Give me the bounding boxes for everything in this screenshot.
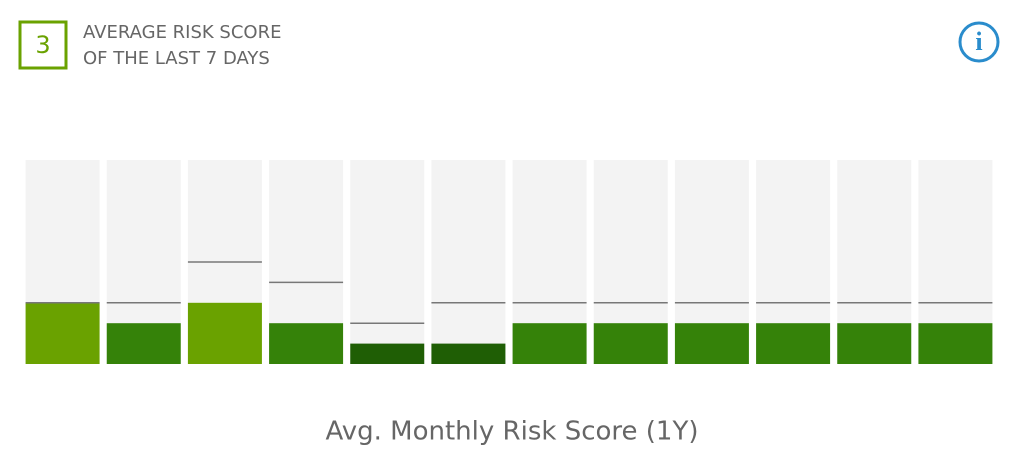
bar — [674, 323, 749, 364]
info-circle[interactable] — [958, 21, 1000, 63]
bar — [431, 343, 506, 364]
info-glyph[interactable]: i — [975, 27, 982, 56]
score-value: 3 — [35, 31, 50, 59]
bar — [269, 323, 344, 364]
bar — [756, 323, 831, 364]
title-line: OF THE LAST 7 DAYS — [83, 48, 270, 69]
bar — [837, 323, 912, 364]
bar — [350, 343, 425, 364]
bar — [106, 323, 181, 364]
title-line: AVERAGE RISK SCORE — [83, 22, 281, 43]
info-button[interactable]: i — [958, 21, 1000, 63]
bar — [512, 323, 587, 364]
score-badge — [18, 20, 68, 70]
bar-background — [350, 160, 425, 364]
x-axis-label: Avg. Monthly Risk Score (1Y) — [325, 417, 698, 447]
bar — [918, 323, 993, 364]
bar-background — [431, 160, 506, 364]
bar — [593, 323, 668, 364]
bar — [25, 302, 100, 364]
bar — [187, 302, 262, 364]
